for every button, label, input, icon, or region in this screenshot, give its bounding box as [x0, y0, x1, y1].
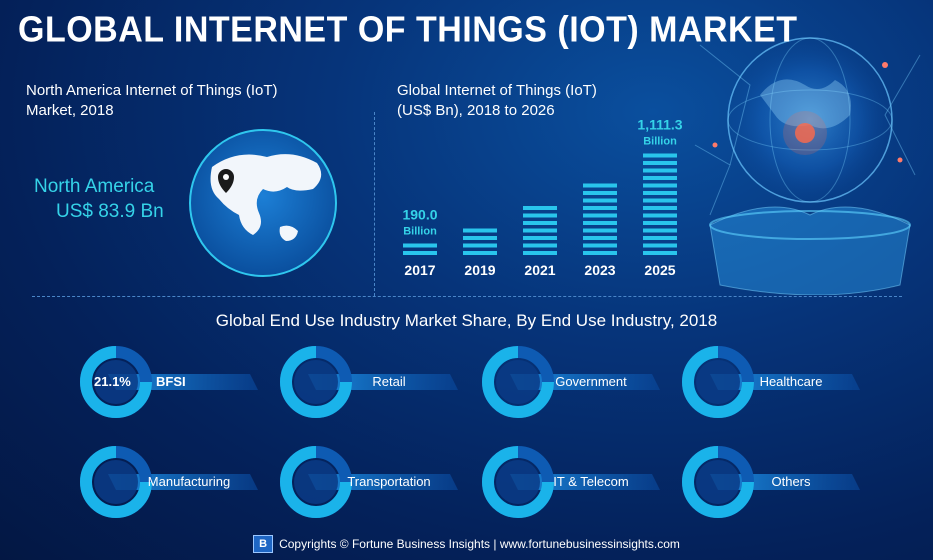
data-label-value: 1,111.3 — [637, 117, 682, 133]
industry-name: IT & Telecom — [553, 474, 629, 489]
main-title: GLOBAL INTERNET OF THINGS (IOT) MARKET — [18, 10, 798, 50]
global-chart-title: Global Internet of Things (IoT) (US$ Bn)… — [397, 81, 697, 121]
industry-item: Healthcare — [682, 346, 862, 426]
x-tick-label: 2017 — [404, 262, 435, 278]
x-tick-label: 2023 — [584, 262, 615, 278]
data-label-value: 190.0 — [402, 207, 437, 223]
north-america-panel-title: North America Internet of Things (IoT) M… — [26, 81, 326, 121]
industry-name: Healthcare — [759, 374, 823, 389]
global-iot-bar-chart: 2017 190.0 Billion 2019 2021 2023 2025 1,111.3 B… — [402, 117, 682, 279]
footer-copyright-text: Copyrights © Fortune Business Insights |… — [279, 537, 680, 551]
x-tick-label: 2019 — [464, 262, 495, 278]
industry-item: IT & Telecom — [482, 446, 662, 526]
vertical-divider — [374, 112, 375, 296]
bar-2023 — [583, 183, 617, 255]
industry-item: Others — [682, 446, 862, 526]
industry-ring-icon — [482, 346, 660, 418]
industry-ring-icon — [280, 446, 458, 518]
industry-item: Government — [482, 346, 662, 426]
x-tick-label: 2021 — [524, 262, 555, 278]
industry-name: Transportation — [347, 474, 431, 489]
industry-ring-icon — [682, 346, 860, 418]
north-america-title-line1: North America Internet of Things (IoT) — [26, 82, 278, 99]
globe-hand-illustration — [694, 37, 921, 295]
location-pin-icon — [218, 169, 234, 193]
north-america-market-value: US$ 83.9 Bn — [56, 201, 164, 222]
industry-ring-icon — [80, 446, 258, 518]
bar-2019 — [463, 228, 497, 255]
industry-ring-icon — [482, 446, 660, 518]
north-america-region-label: North America — [34, 176, 155, 197]
data-label-unit: Billion — [643, 136, 677, 148]
industry-item: Manufacturing — [80, 446, 260, 526]
data-label-unit: Billion — [403, 226, 437, 238]
north-america-title-line2: Market, 2018 — [26, 102, 114, 119]
industry-item: Retail — [280, 346, 460, 426]
industry-share-value: 21.1% — [94, 374, 131, 389]
industry-ring-icon — [80, 346, 258, 418]
industry-ring-icon — [682, 446, 860, 518]
bar-2017 — [403, 243, 437, 255]
industry-name: Manufacturing — [147, 474, 231, 489]
global-chart-title-line1: Global Internet of Things (IoT) — [397, 82, 597, 99]
end-use-section-title: Global End Use Industry Market Share, By… — [215, 311, 718, 330]
horizontal-divider — [32, 296, 902, 297]
fortune-business-insights-logo-icon: B — [253, 535, 274, 553]
industry-name: BFSI — [156, 374, 186, 389]
bar-2021 — [523, 206, 557, 255]
industry-item: BFSI 21.1% — [80, 346, 260, 426]
industry-name: Others — [771, 474, 811, 489]
world-globe-icon — [189, 129, 337, 277]
x-tick-label: 2025 — [644, 262, 675, 278]
industry-item: Transportation — [280, 446, 460, 526]
industry-name: Retail — [372, 374, 406, 389]
industry-name: Government — [555, 374, 627, 389]
global-chart-title-line2: (US$ Bn), 2018 to 2026 — [397, 102, 555, 119]
industry-ring-icon — [280, 346, 458, 418]
footer: B Copyrights © Fortune Business Insights … — [0, 535, 933, 553]
bar-2025 — [643, 153, 677, 255]
